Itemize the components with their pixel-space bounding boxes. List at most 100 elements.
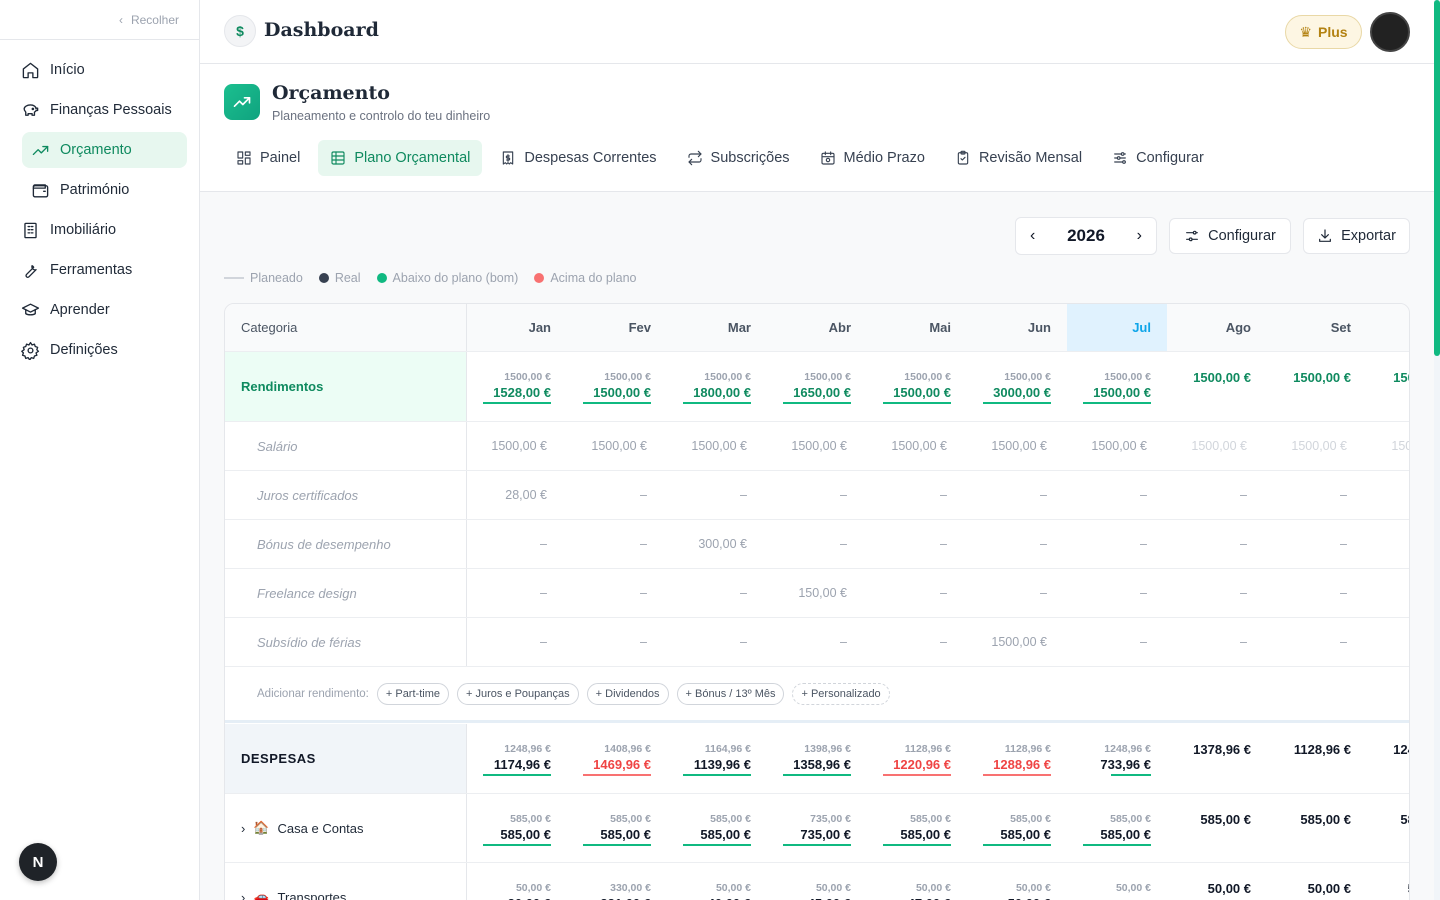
cell-value[interactable]: 300,00 € [698, 537, 747, 551]
cell-value[interactable]: 1500,00 € [1191, 439, 1247, 453]
scrollbar-track[interactable] [1434, 0, 1440, 900]
cell-value[interactable]: – [1240, 488, 1247, 502]
cell-value[interactable]: – [640, 586, 647, 600]
cell-value[interactable]: – [940, 488, 947, 502]
chevron-right-icon[interactable]: › [241, 889, 246, 900]
cell-value[interactable]: 1500,00 € [991, 439, 1047, 453]
cell-value[interactable]: – [540, 586, 547, 600]
cell-value[interactable]: – [1140, 488, 1147, 502]
cell-value[interactable]: 150,00 € [798, 586, 847, 600]
configure-button[interactable]: Configurar [1169, 218, 1291, 254]
tab-despesas-correntes[interactable]: Despesas Correntes [488, 140, 668, 176]
add-income-chip[interactable]: + Personalizado [792, 682, 890, 705]
cell-value[interactable]: 1500,00 € [691, 439, 747, 453]
plus-button[interactable]: ♛ Plus [1285, 15, 1362, 49]
month-cell: 735,00 € 735,00 € [767, 794, 867, 862]
expense-group-cell[interactable]: › 🚗 Transportes [225, 863, 467, 900]
cell-value[interactable]: – [740, 586, 747, 600]
sidebar-item-ferramentas[interactable]: Ferramentas [12, 252, 187, 288]
cell-value[interactable]: – [1140, 635, 1147, 649]
cell-value[interactable]: 1500,00 € [791, 439, 847, 453]
cell-value[interactable]: – [640, 537, 647, 551]
cell-value[interactable]: 1500,00 € [1391, 439, 1409, 453]
sidebar-item-orcamento[interactable]: Orçamento [22, 132, 187, 168]
add-income-chip[interactable]: + Bónus / 13º Mês [676, 682, 785, 705]
tab-medio-prazo[interactable]: Médio Prazo [808, 140, 937, 176]
cell-value[interactable]: – [940, 537, 947, 551]
add-income-chip[interactable]: + Juros e Poupanças [456, 682, 579, 705]
income-subrow-label[interactable]: Freelance design [225, 569, 467, 617]
income-subrow-label[interactable]: Bónus de desempenho [225, 520, 467, 568]
real-value: 3000,00 € [993, 385, 1051, 400]
month-cell: 50,00 € [1167, 863, 1267, 900]
cell-value[interactable]: – [1040, 586, 1047, 600]
cell-value[interactable]: – [1340, 488, 1347, 502]
amount-value: 1248,96 € [1393, 742, 1409, 757]
scrollbar-thumb[interactable] [1434, 0, 1440, 356]
tab-configurar[interactable]: Configurar [1100, 140, 1216, 176]
cell-value[interactable]: 1500,00 € [991, 635, 1047, 649]
cell-value[interactable]: – [1140, 586, 1147, 600]
chevron-right-icon[interactable]: › [241, 820, 246, 836]
cell-value[interactable]: – [1040, 537, 1047, 551]
cell-value[interactable]: – [840, 537, 847, 551]
cell-value[interactable]: – [640, 488, 647, 502]
cell-value[interactable]: – [540, 537, 547, 551]
month-cell: – [867, 618, 967, 666]
cell-value[interactable]: – [840, 488, 847, 502]
month-cell: – [567, 471, 667, 519]
devtools-badge[interactable]: N [19, 843, 57, 881]
sidebar-item-imobiliario[interactable]: Imobiliário [12, 212, 187, 248]
cell-value[interactable]: 28,00 € [505, 488, 547, 502]
expense-group-cell[interactable]: › 🏠 Casa e Contas [225, 794, 467, 862]
cell-value[interactable]: – [1040, 488, 1047, 502]
collapse-button[interactable]: ‹ Recolher [0, 0, 199, 40]
cell-value[interactable]: 1500,00 € [1091, 439, 1147, 453]
tab-plano-orcamental[interactable]: Plano Orçamental [318, 140, 483, 176]
cell-value[interactable]: – [1340, 635, 1347, 649]
sidebar-item-patrimonio[interactable]: Património [22, 172, 187, 208]
month-cell: 1128,96 € [1267, 724, 1367, 793]
cell-value[interactable]: – [1340, 586, 1347, 600]
cell-value[interactable]: 1500,00 € [891, 439, 947, 453]
cell-value[interactable]: – [840, 635, 847, 649]
month-header: Jun [1027, 320, 1051, 335]
chevron-right-icon[interactable]: › [1136, 227, 1142, 244]
add-income-chip[interactable]: + Dividendos [586, 682, 669, 705]
cell-value[interactable]: – [740, 635, 747, 649]
income-subrow-label[interactable]: Salário [225, 422, 467, 470]
income-label[interactable]: Rendimentos [225, 352, 467, 421]
chevron-left-icon[interactable]: ‹ [1030, 227, 1036, 244]
tab-painel[interactable]: Painel [224, 140, 312, 176]
sidebar-item-inicio[interactable]: Início [12, 52, 187, 88]
month-header: Abr [828, 320, 851, 335]
sidebar-item-aprender[interactable]: Aprender [12, 292, 187, 328]
cell-value[interactable]: – [1240, 586, 1247, 600]
cell-value[interactable]: 1500,00 € [491, 439, 547, 453]
cell-value[interactable]: – [940, 635, 947, 649]
sidebar-item-financas-pessoais[interactable]: Finanças Pessoais [12, 92, 187, 128]
cell-value[interactable]: 1500,00 € [1291, 439, 1347, 453]
cell-value[interactable]: – [740, 488, 747, 502]
tab-subscricoes[interactable]: Subscrições [675, 140, 802, 176]
cell-value[interactable]: 1500,00 € [591, 439, 647, 453]
income-subrow-label[interactable]: Subsídio de férias [225, 618, 467, 666]
export-button[interactable]: Exportar [1303, 218, 1410, 254]
cell-value[interactable]: – [940, 586, 947, 600]
cell-value[interactable]: – [640, 635, 647, 649]
avatar[interactable] [1370, 12, 1410, 52]
add-income-chip[interactable]: + Part-time [376, 682, 449, 705]
month-cell: 1500,00 € [867, 422, 967, 470]
expenses-label[interactable]: DESPESAS [225, 724, 467, 793]
cell-value[interactable]: – [1140, 537, 1147, 551]
month-cell: 50,00 € [1367, 863, 1409, 900]
cell-value[interactable]: – [540, 635, 547, 649]
dot-swatch [534, 273, 545, 283]
income-subrow-label[interactable]: Juros certificados [225, 471, 467, 519]
cell-value[interactable]: – [1240, 537, 1247, 551]
cell-value[interactable]: – [1240, 635, 1247, 649]
month-cell: 1500,00 € [567, 422, 667, 470]
sidebar-item-definicoes[interactable]: Definições [12, 332, 187, 368]
tab-revisao-mensal[interactable]: Revisão Mensal [943, 140, 1094, 176]
cell-value[interactable]: – [1340, 537, 1347, 551]
